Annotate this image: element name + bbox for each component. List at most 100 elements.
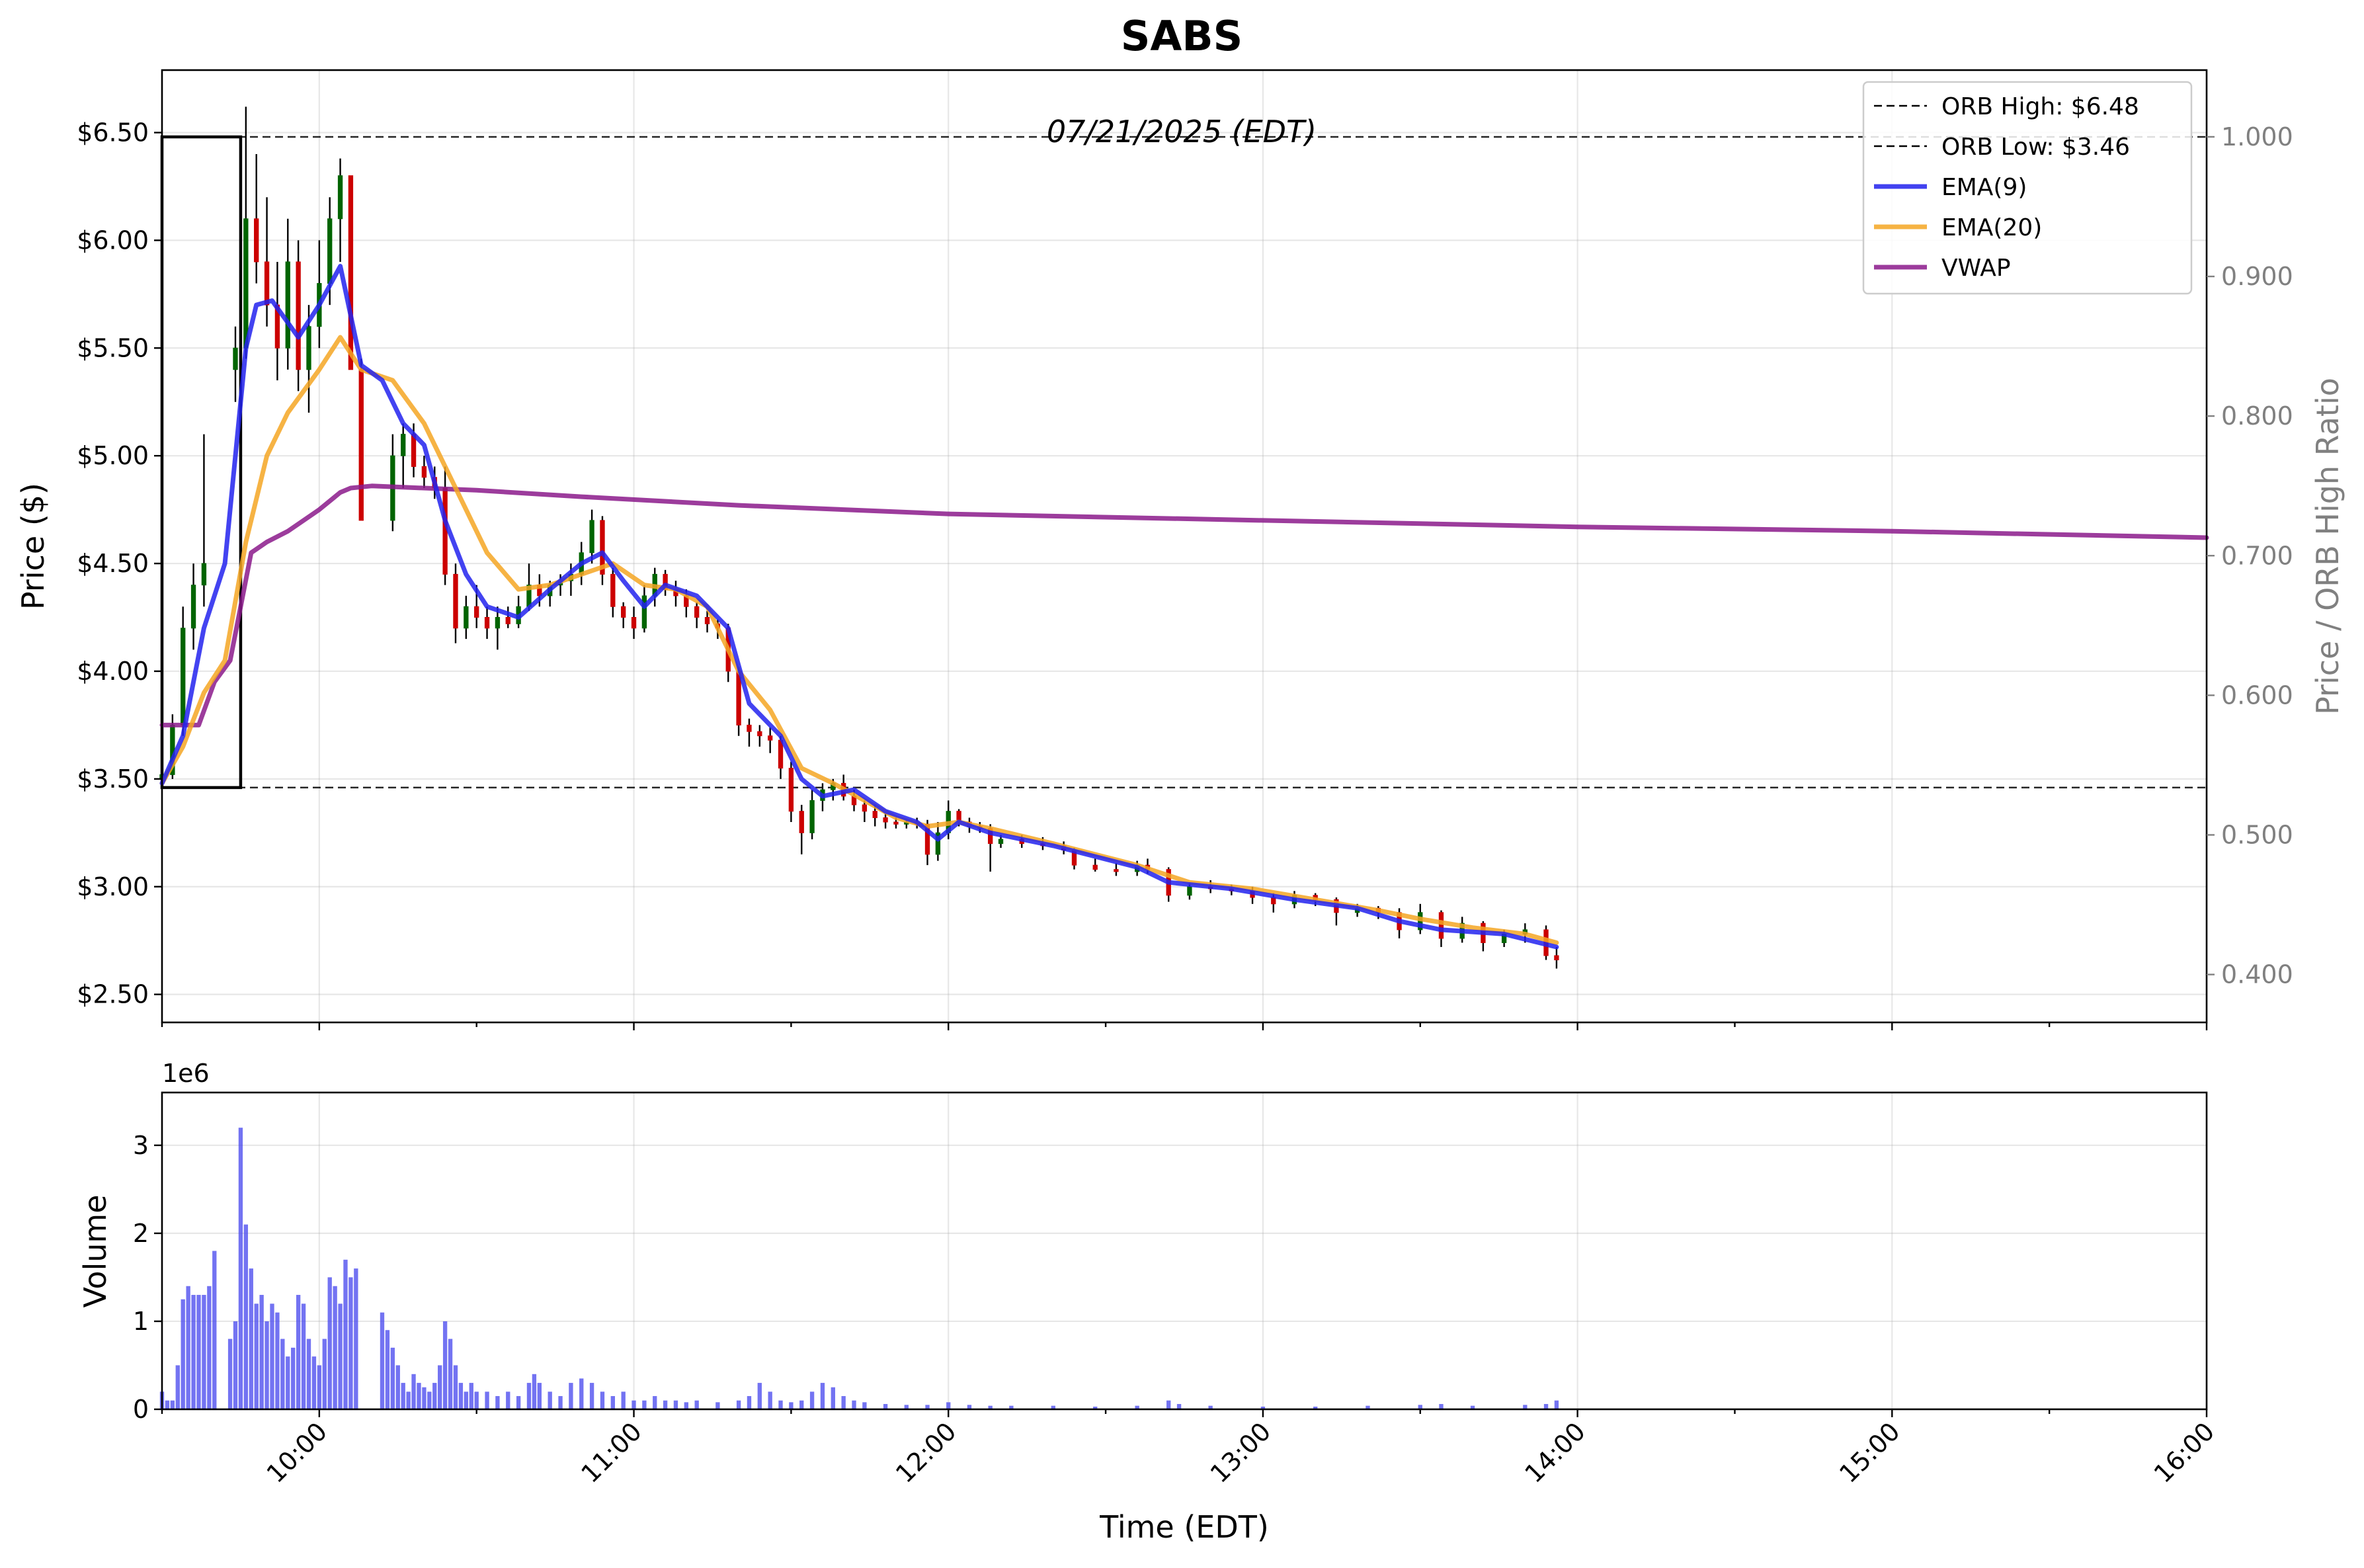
volume-y-tick-label: 1	[133, 1307, 149, 1336]
ratio-y-tick-label: 0.400	[2221, 960, 2293, 989]
volume-bar	[1439, 1404, 1444, 1409]
ema9-line	[159, 264, 1559, 950]
volume-bar	[526, 1383, 532, 1409]
price-y-tick-label: $5.00	[77, 441, 149, 470]
volume-bar	[265, 1321, 269, 1409]
candle-body	[747, 724, 752, 732]
candle-body	[621, 606, 626, 618]
volume-bar	[925, 1405, 930, 1409]
vwap-line	[159, 483, 2209, 727]
volume-bar	[390, 1347, 395, 1409]
volume-bar	[343, 1259, 348, 1409]
candle-body	[893, 821, 899, 825]
volume-bar	[663, 1400, 668, 1409]
volume-bar	[1208, 1405, 1213, 1409]
volume-bar	[610, 1396, 615, 1409]
volume-bar	[967, 1405, 972, 1409]
legend: ORB High: $6.48 ORB Low: $3.46 EMA(9) EMA(2…	[1862, 81, 2193, 295]
volume-bar	[227, 1339, 233, 1409]
price-y-tick-label: $3.00	[77, 872, 149, 901]
volume-bar	[1135, 1405, 1139, 1409]
ratio-y-tick-label: 0.900	[2221, 262, 2293, 291]
ratio-y-tick-label: 1.000	[2221, 122, 2293, 151]
candle-body	[862, 804, 868, 812]
candle-body	[641, 595, 647, 629]
volume-bar	[427, 1391, 432, 1409]
candle-body	[190, 585, 196, 629]
candle-body	[474, 606, 479, 618]
volume-bar	[747, 1396, 752, 1409]
candle-body	[610, 573, 616, 607]
indicator-lines	[159, 264, 2209, 950]
volume-bar	[411, 1374, 416, 1409]
volume-bar	[852, 1400, 856, 1409]
volume-bar	[385, 1330, 390, 1409]
volume-bar	[789, 1402, 794, 1409]
volume-bar	[186, 1286, 190, 1409]
volume-bar	[212, 1251, 217, 1409]
volume-bar	[569, 1383, 573, 1409]
price-y-tick-label: $4.00	[77, 657, 149, 686]
volume-bar	[1523, 1405, 1528, 1409]
volume-y-tick-label: 0	[133, 1395, 149, 1424]
volume-bar	[453, 1365, 458, 1409]
candle-body	[464, 606, 469, 629]
volume-bar	[259, 1295, 264, 1409]
volume-bar	[348, 1277, 353, 1409]
volume-bar	[280, 1339, 285, 1409]
volume-bar	[438, 1365, 442, 1409]
volume-bar	[1543, 1404, 1549, 1409]
candle-body	[631, 617, 637, 629]
volume-bar	[202, 1295, 206, 1409]
legend-label: VWAP	[1941, 255, 2011, 282]
candle-body	[411, 434, 417, 467]
volume-bar	[422, 1387, 427, 1409]
candle-body	[337, 175, 343, 220]
candle-body	[495, 617, 501, 629]
price-y-tick-label: $6.00	[77, 226, 149, 255]
volume-y-axis: 0 1 2 3	[133, 1131, 162, 1424]
volume-bar	[883, 1404, 888, 1409]
candle-body	[296, 261, 301, 370]
volume-bar	[286, 1356, 290, 1409]
legend-label: ORB High: $6.48	[1941, 93, 2139, 120]
time-axis-label: Time (EDT)	[1099, 1509, 1269, 1545]
volume-bar	[558, 1396, 563, 1409]
volume-bar	[464, 1391, 469, 1409]
volume-panel-frame	[161, 1091, 2208, 1411]
candle-body	[757, 731, 762, 737]
volume-bar	[841, 1396, 846, 1409]
candle-body	[1114, 869, 1119, 872]
volume-bar	[715, 1402, 720, 1409]
candle-body	[181, 628, 186, 725]
volume-bar	[458, 1383, 464, 1409]
candle-body	[201, 563, 207, 586]
volume-bar	[296, 1295, 301, 1409]
volume-bar	[196, 1295, 201, 1409]
volume-bar	[1176, 1404, 1182, 1409]
candle-body	[935, 832, 941, 855]
candle-body	[442, 487, 448, 575]
volume-bar	[642, 1400, 647, 1409]
ratio-axis-label: Price / ORB High Ratio	[2310, 378, 2345, 715]
volume-bar	[768, 1391, 772, 1409]
volume-bar	[831, 1387, 835, 1409]
candle-body	[694, 606, 700, 618]
volume-bar	[432, 1383, 437, 1409]
volume-bar	[448, 1339, 453, 1409]
price-y-tick-label: $2.50	[77, 980, 149, 1009]
volume-bar	[495, 1396, 500, 1409]
volume-bar	[338, 1303, 343, 1409]
volume-bar	[537, 1383, 542, 1409]
volume-bar	[243, 1224, 249, 1409]
volume-bar	[684, 1402, 688, 1409]
candle-body	[348, 175, 354, 370]
candle-body	[243, 218, 249, 349]
volume-bar	[621, 1391, 626, 1409]
candle-body	[285, 261, 290, 349]
volume-bar	[632, 1400, 636, 1409]
candle-body	[421, 466, 427, 478]
volume-bar	[1418, 1405, 1422, 1409]
